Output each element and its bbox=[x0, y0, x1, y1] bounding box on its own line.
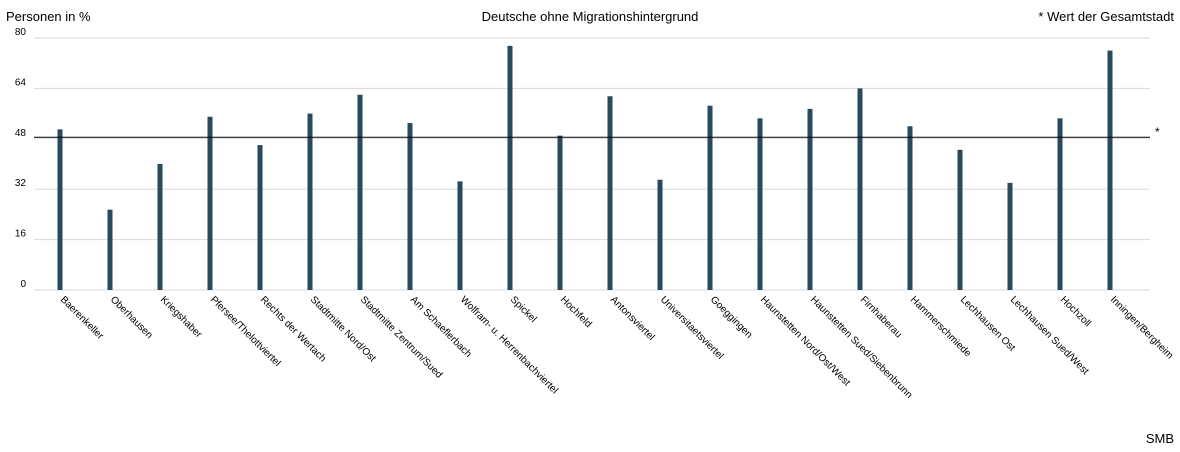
bar bbox=[657, 179, 663, 290]
bar bbox=[807, 108, 813, 290]
source-label: SMB bbox=[1145, 431, 1174, 446]
x-tick-label: Inningen/Bergheim bbox=[1108, 294, 1175, 361]
y-tick-label: 48 bbox=[15, 128, 27, 139]
y-axis-label: Personen in % bbox=[6, 9, 91, 24]
bar bbox=[257, 145, 263, 290]
gridlines bbox=[34, 37, 1150, 291]
x-tick-label: Kriegshaber bbox=[158, 294, 204, 340]
bar bbox=[607, 96, 613, 291]
x-tick-label: Haunstetten Sued/Siebenbrunn bbox=[808, 294, 914, 400]
x-tick-label: Wolfram- u. Herrenbachviertel bbox=[458, 294, 560, 396]
reference-note: * Wert der Gesamtstadt bbox=[1038, 9, 1174, 24]
x-tick-label: Firnhaberau bbox=[858, 294, 904, 340]
x-tick-label: Oberhausen bbox=[108, 294, 155, 341]
x-tick-labels: Baerenkeller Oberhausen Kriegshaber Pfersee… bbox=[58, 294, 1175, 400]
y-tick-label: 16 bbox=[15, 229, 27, 240]
chart-title: Deutsche ohne Migrationshintergrund bbox=[481, 9, 699, 24]
bar bbox=[157, 164, 163, 290]
y-tick-label: 0 bbox=[20, 279, 26, 290]
bar bbox=[1057, 118, 1063, 290]
x-tick-label: Haunstetten Nord/Ost/West bbox=[758, 294, 852, 388]
x-tick-label: Baerenkeller bbox=[58, 294, 106, 342]
bar bbox=[907, 126, 913, 290]
x-tick-label: Goeggingen bbox=[708, 294, 754, 340]
bar bbox=[857, 88, 863, 291]
bar bbox=[757, 118, 763, 290]
x-tick-label: Stadtmitte Zentrum/Sued bbox=[358, 294, 444, 380]
y-tick-label: 32 bbox=[15, 178, 27, 189]
bar bbox=[307, 113, 313, 290]
bar bbox=[107, 209, 113, 290]
bar bbox=[57, 129, 63, 290]
bar bbox=[207, 116, 213, 290]
bar bbox=[407, 123, 413, 290]
bar bbox=[707, 105, 713, 290]
bar bbox=[457, 181, 463, 290]
x-tick-label: Hochzoll bbox=[1058, 294, 1093, 329]
x-tick-label: Antonsviertel bbox=[608, 294, 657, 343]
y-tick-label: 80 bbox=[15, 27, 27, 38]
bar bbox=[557, 135, 563, 290]
bar bbox=[357, 94, 363, 290]
bar bbox=[507, 45, 513, 290]
reference-line-group: * bbox=[34, 125, 1160, 139]
x-tick-label: Spickel bbox=[508, 294, 539, 325]
y-tick-label: 64 bbox=[15, 77, 27, 88]
bar bbox=[1007, 182, 1013, 290]
reference-marker: * bbox=[1155, 125, 1160, 139]
y-tick-labels: 0 16 32 48 64 80 bbox=[15, 27, 27, 290]
bars bbox=[57, 45, 1113, 291]
x-tick-label: Hochfeld bbox=[558, 294, 594, 330]
bar bbox=[1107, 50, 1113, 290]
bar bbox=[957, 149, 963, 290]
